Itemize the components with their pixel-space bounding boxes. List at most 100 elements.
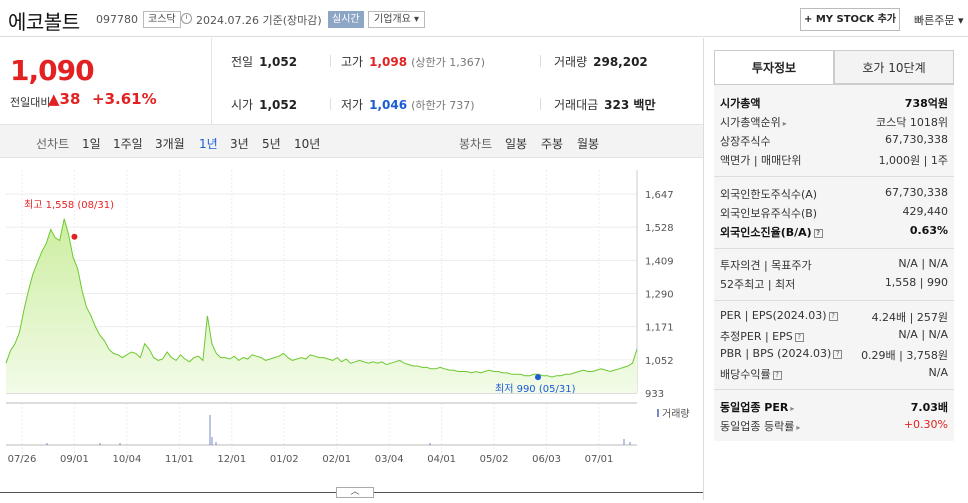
- x-tick-label: 11/01: [165, 454, 194, 465]
- est-per-label-text: 추정PER | EPS: [720, 330, 793, 343]
- volume-label: 거래량: [554, 55, 588, 69]
- y-tick-label: 1,171: [645, 323, 674, 334]
- info-row-industry-rate[interactable]: 동일업종 등락률 ▸ +0.30%: [720, 418, 948, 434]
- info-row-foreign-hold: 외국인보유주식수(B) 429,440: [720, 205, 948, 221]
- info-row-per: PER | EPS(2024.03)? 4.24배 | 257원: [720, 309, 948, 325]
- est-per-value: N/A | N/A: [898, 328, 948, 341]
- help-icon[interactable]: ?: [794, 333, 804, 342]
- x-tick-label: 06/03: [532, 454, 561, 465]
- candle-daily[interactable]: 일봉: [505, 137, 528, 151]
- shares-label: 상장주식수: [720, 135, 771, 148]
- divider: [330, 98, 331, 110]
- rank-label-text: 시가총액순위: [720, 116, 781, 129]
- industry-rate-value: +0.30%: [903, 418, 948, 431]
- max-label: 최고 1,558 (08/31): [24, 199, 114, 211]
- par-label: 액면가 | 매매단위: [720, 154, 802, 167]
- clock-icon: [181, 13, 192, 24]
- info-row-market-cap: 시가총액 738억원: [720, 95, 948, 111]
- foreign-hold-value: 429,440: [902, 205, 949, 218]
- panel-divider: [703, 38, 704, 500]
- candle-weekly[interactable]: 주봉: [541, 137, 564, 151]
- opinion-label: 투자의견 | 목표주가: [720, 259, 812, 272]
- volume-legend-label: 거래량: [662, 408, 690, 420]
- divider: [330, 55, 331, 67]
- info-row-foreign-limit: 외국인한도주식수(A) 67,730,338: [720, 186, 948, 202]
- period-10y[interactable]: 10년: [294, 137, 321, 151]
- quick-order-dropdown[interactable]: 빠른주문 ▾: [914, 14, 964, 27]
- info-row-industry-per[interactable]: 동일업종 PER ▸ 7.03배: [720, 399, 948, 415]
- market-badge: 코스닥: [143, 11, 181, 28]
- volume-value: 298,202: [593, 55, 648, 69]
- company-info-dropdown[interactable]: 기업개요 ▾: [368, 11, 425, 28]
- help-icon[interactable]: ?: [828, 312, 838, 321]
- divider: [714, 176, 954, 177]
- open-value: 1,052: [259, 98, 298, 112]
- x-tick-label: 04/01: [427, 454, 456, 465]
- amount-value: 323 백만: [604, 98, 656, 112]
- candle-chart-label: 봉차트: [459, 137, 493, 151]
- info-row-rank[interactable]: 시가총액순위 ▸ 코스닥 1018위: [720, 114, 948, 130]
- period-3y[interactable]: 3년: [230, 137, 249, 151]
- triangle-right-icon: ▸: [796, 423, 801, 432]
- x-tick-label: 07/01: [585, 454, 614, 465]
- y-tick-label: 1,409: [645, 256, 674, 267]
- period-1d[interactable]: 1일: [82, 137, 101, 151]
- high-label: 고가: [341, 55, 364, 69]
- max-marker: [71, 233, 78, 240]
- tab-underline: [714, 84, 954, 85]
- add-my-stock-button[interactable]: + MY STOCK 추가: [800, 8, 900, 31]
- industry-per-label-text: 동일업종 PER: [720, 401, 789, 414]
- period-1w[interactable]: 1주일: [113, 137, 143, 151]
- divider: [714, 300, 954, 301]
- industry-per-value: 7.03배: [910, 401, 948, 414]
- y-tick-label: 933: [645, 389, 664, 400]
- period-1y[interactable]: 1년: [199, 137, 218, 151]
- week52-value: 1,558 | 990: [884, 276, 948, 289]
- help-icon[interactable]: ?: [772, 371, 782, 380]
- triangle-right-icon: ▸: [782, 119, 787, 128]
- market-cap-label: 시가총액: [720, 97, 761, 110]
- x-tick-label: 05/02: [480, 454, 509, 465]
- low-stat: 저가 1,046 (하한가 737): [341, 96, 475, 113]
- info-row-shares: 상장주식수 67,730,338: [720, 133, 948, 149]
- amount-label: 거래대금: [554, 98, 599, 112]
- candle-monthly[interactable]: 월봉: [577, 137, 600, 151]
- divider: [714, 248, 954, 249]
- price-change-rate: +3.61%: [92, 90, 157, 108]
- tab-orderbook[interactable]: 호가 10단계: [834, 50, 954, 84]
- collapse-chevron-up-icon[interactable]: ︿: [336, 487, 374, 498]
- info-row-pbr: PBR | BPS (2024.03)? 0.29배 | 3,758원: [720, 347, 948, 363]
- x-tick-label: 09/01: [60, 454, 89, 465]
- stock-code: 097780: [96, 13, 138, 26]
- low-value: 1,046: [369, 98, 408, 112]
- tab-investment-info[interactable]: 투자정보: [714, 50, 834, 84]
- realtime-button[interactable]: 실시간: [328, 11, 364, 28]
- period-3m[interactable]: 3개월: [155, 137, 185, 151]
- low-label: 저가: [341, 98, 364, 112]
- min-marker: [535, 374, 541, 381]
- help-icon[interactable]: ?: [813, 229, 823, 238]
- volume-legend-swatch: [657, 409, 659, 417]
- help-icon[interactable]: ?: [833, 350, 843, 359]
- stock-header: 에코볼트 097780 코스닥 2024.07.26 기준(장마감) 실시간 기…: [0, 0, 968, 37]
- info-row-est-per: 추정PER | EPS? N/A | N/A: [720, 328, 948, 344]
- price-chart[interactable]: 1,647 1,528 1,409 1,290 1,171 1,052 933 07/26 09…: [0, 170, 703, 500]
- rank-label: 시가총액순위 ▸: [720, 114, 787, 130]
- opinion-value: N/A | N/A: [898, 257, 948, 270]
- current-price: 1,090: [10, 54, 95, 87]
- info-row-opinion: 투자의견 | 목표주가 N/A | N/A: [720, 257, 948, 273]
- line-chart-label: 선차트: [36, 137, 70, 151]
- per-value: 4.24배 | 257원: [871, 311, 948, 324]
- divider: [714, 389, 954, 390]
- period-5y[interactable]: 5년: [262, 137, 281, 151]
- price-area: [6, 218, 637, 393]
- volume-stat: 거래량 298,202: [554, 53, 648, 70]
- per-label-text: PER | EPS(2024.03): [720, 309, 827, 322]
- stock-name: 에코볼트: [8, 10, 80, 34]
- high-value: 1,098: [369, 55, 408, 69]
- dividend-label-text: 배당수익률: [720, 368, 771, 381]
- price-chart-svg: 1,647 1,528 1,409 1,290 1,171 1,052 933 07/26 09…: [5, 170, 690, 465]
- high-stat: 고가 1,098 (상한가 1,367): [341, 53, 485, 70]
- divider: [540, 55, 541, 67]
- market-cap-value: 738억원: [904, 97, 948, 110]
